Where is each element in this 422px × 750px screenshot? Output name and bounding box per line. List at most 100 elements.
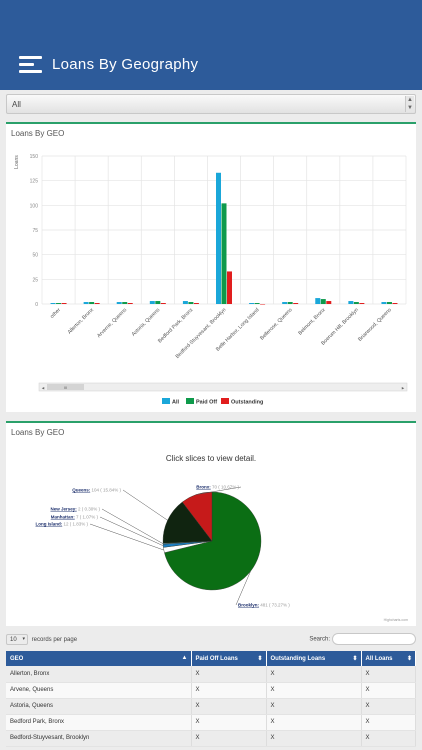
pie-connector: [235, 571, 251, 606]
table-search: Search:: [309, 633, 416, 645]
cell-all-loans: X: [361, 714, 416, 731]
x-tick-label: Allerton, Bronx: [67, 307, 96, 336]
bar-chart: 0 25 50 75 100 125 150 Loans other Allerton, Bron…: [14, 154, 408, 406]
bar-all: [83, 302, 89, 304]
bar-all: [282, 302, 288, 304]
search-input[interactable]: [332, 633, 416, 645]
records-per-page-label: records per page: [31, 637, 78, 644]
bar-outstanding: [94, 303, 100, 304]
records-per-page: 10 ▾ records per page: [6, 634, 77, 645]
chart-credit: Highcharts.com: [384, 618, 408, 622]
table-row[interactable]: Arvene, Queens X X X: [6, 682, 416, 699]
bar-outstanding: [260, 304, 266, 305]
bar-all: [315, 298, 321, 304]
scrollbar-grip: III: [64, 385, 67, 390]
scroll-left-icon: ◂: [42, 386, 45, 392]
cell-geo: Allerton, Bronx: [6, 666, 192, 683]
sort-icon: ⬍: [406, 656, 412, 662]
bar-outstanding: [293, 303, 299, 304]
geo-filter-value: All: [12, 100, 21, 109]
bar-all: [50, 303, 56, 304]
bar-all: [182, 301, 188, 304]
pie-slice: [164, 491, 262, 591]
chevron-down-icon[interactable]: ▲ ▼: [405, 96, 414, 112]
pie-data-label: Queens: 104 ( 15.84% ): [72, 488, 121, 493]
bar-paid-off: [254, 303, 260, 304]
bar-outstanding: [359, 303, 365, 304]
bar-outstanding: [227, 271, 232, 304]
bar-paid-off: [56, 303, 62, 304]
pie-connector: [89, 523, 164, 551]
loans-table-area: 10 ▾ records per page Search: GEO ▲ Paid O…: [6, 630, 416, 750]
cell-outstanding: X: [266, 698, 362, 715]
bar-outstanding: [392, 303, 398, 304]
y-axis-label: Loans: [14, 155, 20, 169]
page-title: Loans By Geography: [52, 56, 199, 73]
bar-panel-title: Loans By GEO: [11, 129, 65, 138]
legend-swatch: [221, 398, 229, 404]
cell-paid-off: X: [191, 714, 267, 731]
geo-filter-select[interactable]: All ▲ ▼: [6, 94, 416, 114]
records-per-page-select[interactable]: 10 ▾: [6, 634, 28, 645]
pie-connector: [196, 486, 242, 495]
legend-label: Outstanding: [231, 400, 263, 406]
bar-chart-panel: Loans By GEO 0 25 50 75 100 125 150 Loans other A…: [6, 122, 416, 412]
y-tick-label: 100: [30, 203, 39, 209]
cell-outstanding: X: [266, 682, 362, 699]
scrollbar-thumb: [47, 384, 84, 390]
table-row[interactable]: Bedford-Stuyvesant, Brooklyn X X X: [6, 730, 416, 747]
cell-paid-off: X: [191, 730, 267, 747]
pie-connector: [122, 489, 168, 521]
sort-icon: ⬍: [352, 656, 358, 662]
pie-chart: Click slices to view detail. Highcharts.c…: [35, 454, 408, 622]
y-tick-label: 75: [32, 228, 38, 234]
column-header-geo[interactable]: GEO ▲: [6, 651, 192, 666]
cell-geo: Bedford Park, Bronx: [6, 714, 192, 731]
pie-slice: [162, 501, 213, 544]
bar-all: [348, 301, 354, 304]
y-tick-label: 125: [30, 179, 39, 185]
column-header-paid-off[interactable]: Paid Off Loans ⬍: [191, 651, 267, 666]
cell-all-loans: X: [361, 698, 416, 715]
legend-swatch: [162, 398, 170, 404]
bar-outstanding: [193, 303, 199, 304]
sort-icon: ⬍: [257, 656, 263, 662]
bar-paid-off: [287, 302, 293, 304]
x-tick-label: Boerum Hill, Brooklyn: [320, 307, 360, 347]
table-row[interactable]: Bedford Park, Bronx X X X: [6, 714, 416, 731]
cell-all-loans: X: [361, 682, 416, 699]
pie-panel-title: Loans By GEO: [11, 428, 65, 437]
table-row[interactable]: Astoria, Queens X X X: [6, 698, 416, 715]
column-header-outstanding[interactable]: Outstanding Loans ⬍: [266, 651, 362, 666]
pie-data-label: Brooklyn: 481 ( 73.27% ): [238, 603, 290, 608]
cell-paid-off: X: [191, 666, 267, 683]
bar-all: [381, 302, 387, 304]
bar-all: [216, 172, 221, 304]
bar-all: [149, 301, 155, 304]
search-label: Search:: [309, 636, 330, 643]
y-tick-label: 0: [35, 302, 38, 308]
sort-icon: ▲: [181, 655, 188, 661]
pie-connector: [101, 508, 164, 544]
menu-icon[interactable]: [19, 56, 42, 74]
bar-all: [249, 303, 255, 304]
bar-paid-off: [353, 302, 359, 304]
scroll-right-icon: ▸: [402, 386, 405, 392]
pie-data-label: Long Island: 12 ( 1.83% ): [35, 522, 88, 527]
cell-outstanding: X: [266, 714, 362, 731]
y-tick-label: 150: [30, 154, 39, 160]
y-tick-label: 25: [32, 277, 38, 283]
bar-paid-off: [320, 299, 326, 304]
cell-geo: Astoria, Queens: [6, 698, 192, 715]
cell-geo: Arvene, Queens: [6, 682, 192, 699]
bar-paid-off: [221, 203, 227, 304]
cell-outstanding: X: [266, 730, 362, 747]
bar-paid-off: [188, 302, 194, 304]
pie-subtitle: Click slices to view detail.: [166, 454, 256, 463]
bar-outstanding: [326, 301, 332, 304]
table-row[interactable]: Allerton, Bronx X X X: [6, 666, 416, 683]
app-bar: Loans By Geography: [0, 0, 422, 90]
column-header-all-loans[interactable]: All Loans ⬍: [361, 651, 416, 666]
bar-paid-off: [155, 301, 161, 304]
legend-swatch: [186, 398, 194, 404]
